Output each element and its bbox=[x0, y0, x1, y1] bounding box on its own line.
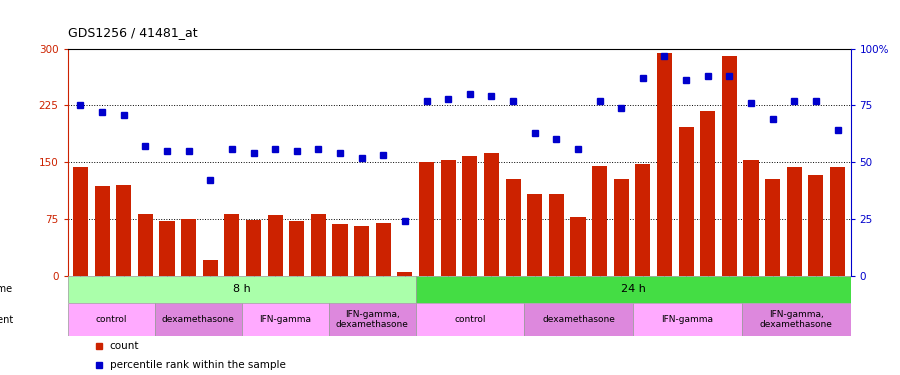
Text: agent: agent bbox=[0, 315, 14, 325]
Bar bbox=[267, 215, 283, 276]
Bar bbox=[506, 179, 520, 276]
Text: control: control bbox=[95, 315, 127, 324]
Bar bbox=[68, 276, 416, 303]
Bar bbox=[742, 303, 850, 336]
Bar bbox=[68, 303, 155, 336]
Bar bbox=[765, 179, 780, 276]
Bar bbox=[416, 276, 850, 303]
Bar bbox=[830, 167, 845, 276]
Bar bbox=[571, 216, 586, 276]
Bar bbox=[289, 221, 304, 276]
Bar bbox=[614, 179, 629, 276]
Bar bbox=[592, 166, 608, 276]
Text: time: time bbox=[0, 284, 14, 294]
Text: IFN-gamma: IFN-gamma bbox=[259, 315, 311, 324]
Bar bbox=[787, 167, 802, 276]
Bar bbox=[354, 226, 369, 276]
Bar bbox=[416, 303, 524, 336]
Bar bbox=[94, 186, 110, 276]
Bar bbox=[398, 272, 412, 276]
Bar bbox=[633, 303, 742, 336]
Bar bbox=[419, 162, 434, 276]
Bar bbox=[679, 127, 694, 276]
Text: dexamethasone: dexamethasone bbox=[542, 315, 615, 324]
Bar bbox=[657, 53, 672, 276]
Text: GDS1256 / 41481_at: GDS1256 / 41481_at bbox=[68, 26, 197, 39]
Bar bbox=[808, 175, 824, 276]
Bar bbox=[159, 221, 175, 276]
Bar bbox=[524, 303, 633, 336]
Text: percentile rank within the sample: percentile rank within the sample bbox=[110, 360, 285, 370]
Bar bbox=[549, 194, 564, 276]
Bar bbox=[73, 167, 88, 276]
Bar bbox=[155, 303, 241, 336]
Text: count: count bbox=[110, 341, 140, 351]
Bar bbox=[743, 160, 759, 276]
Bar bbox=[246, 220, 261, 276]
Bar bbox=[722, 56, 737, 276]
Bar bbox=[635, 164, 651, 276]
Bar bbox=[181, 219, 196, 276]
Bar bbox=[484, 153, 499, 276]
Bar bbox=[441, 160, 455, 276]
Bar bbox=[332, 224, 347, 276]
Bar bbox=[138, 213, 153, 276]
Text: IFN-gamma,
dexamethasone: IFN-gamma, dexamethasone bbox=[760, 310, 833, 329]
Bar bbox=[328, 303, 416, 336]
Bar bbox=[463, 156, 477, 276]
Bar bbox=[224, 213, 239, 276]
Bar bbox=[202, 260, 218, 276]
Bar bbox=[241, 303, 328, 336]
Text: control: control bbox=[454, 315, 486, 324]
Bar bbox=[375, 223, 391, 276]
Text: dexamethasone: dexamethasone bbox=[162, 315, 234, 324]
Bar bbox=[700, 111, 716, 276]
Text: IFN-gamma,
dexamethasone: IFN-gamma, dexamethasone bbox=[336, 310, 409, 329]
Bar bbox=[116, 185, 131, 276]
Bar bbox=[310, 213, 326, 276]
Text: IFN-gamma: IFN-gamma bbox=[662, 315, 714, 324]
Text: 24 h: 24 h bbox=[621, 284, 645, 294]
Text: 8 h: 8 h bbox=[232, 284, 250, 294]
Bar bbox=[527, 194, 543, 276]
